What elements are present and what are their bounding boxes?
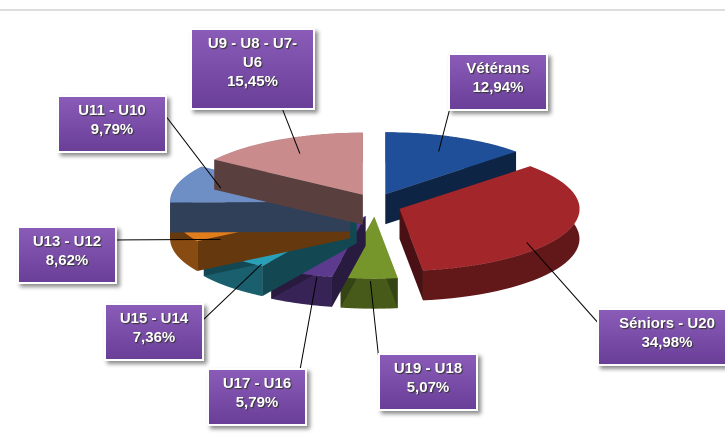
leader-line <box>526 242 601 326</box>
category-label: U13 - U12 <box>32 233 102 250</box>
leader-line <box>114 238 221 241</box>
leader-line <box>281 107 301 154</box>
category-label: U19 - U18 <box>393 360 463 377</box>
leader-line <box>299 277 318 371</box>
slice <box>214 132 363 225</box>
data-label: Séniors - U20 34,98% <box>597 308 725 366</box>
value-label: 8,62% <box>45 252 89 269</box>
slice-top <box>399 166 580 271</box>
value-label: 12,94% <box>472 79 524 96</box>
slice-top <box>385 132 517 195</box>
value-label: 5,07% <box>406 379 450 396</box>
slice-edge <box>214 159 363 225</box>
data-label: U15 - U14 7,36% <box>104 303 204 361</box>
slice <box>399 166 580 301</box>
slice-wall <box>170 209 198 272</box>
category-label: U11 - U10 <box>78 102 146 119</box>
slice-top <box>214 132 363 195</box>
leader-line <box>202 263 262 321</box>
value-label: 7,36% <box>132 329 176 346</box>
data-label: U9 - U8 - U7- U6 15,45% <box>190 28 315 110</box>
value-label: 34,98% <box>641 334 693 351</box>
value-label: 15,45% <box>227 73 278 90</box>
category-label: U15 - U14 <box>119 310 189 327</box>
value-label: 9,79% <box>90 121 134 138</box>
leader-line <box>164 114 222 189</box>
data-label: Vétérans 12,94% <box>448 53 548 111</box>
data-label: U11 - U10 9,79% <box>57 95 167 153</box>
category-label: Vétérans <box>466 60 530 77</box>
category-label: U17 - U16 <box>222 375 292 392</box>
slice-wall <box>340 277 398 309</box>
data-label: U19 - U18 5,07% <box>378 353 478 411</box>
category-label: U9 - U8 - U7- U6 <box>207 35 298 71</box>
data-label: U13 - U12 8,62% <box>17 226 117 284</box>
category-label: Séniors - U20 <box>619 315 715 332</box>
value-label: 5,79% <box>235 394 279 411</box>
data-label: U17 - U16 5,79% <box>207 368 307 426</box>
slice-edge <box>399 208 423 301</box>
leader-line <box>438 107 451 152</box>
